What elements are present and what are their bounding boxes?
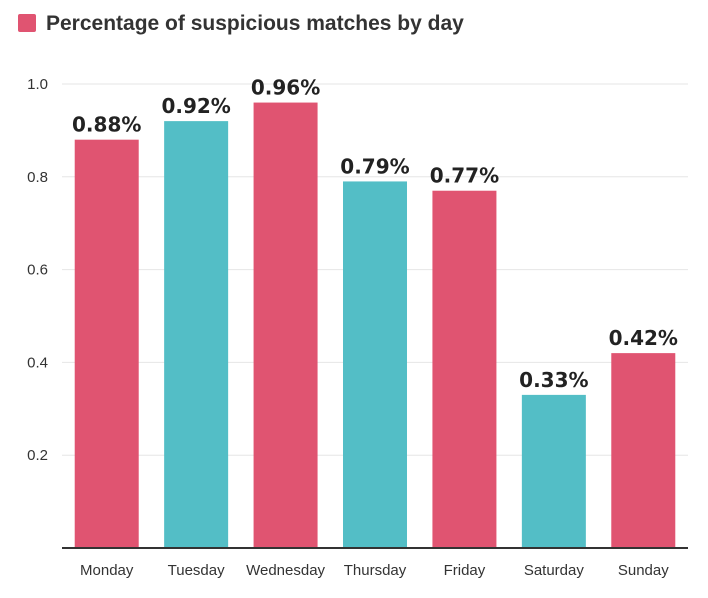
data-label: 0.42% bbox=[609, 326, 678, 350]
y-tick-label: 0.2 bbox=[27, 447, 48, 464]
data-label: 0.79% bbox=[340, 154, 409, 178]
x-tick-label: Tuesday bbox=[168, 562, 225, 579]
data-labels: 0.88% 0.92% 0.96% 0.79% 0.77% 0.33% 0.42% bbox=[72, 76, 678, 392]
x-axis-ticks: Monday Tuesday Wednesday Thursday Friday Satu… bbox=[80, 562, 669, 579]
data-label: 0.77% bbox=[430, 164, 499, 188]
bar-friday bbox=[432, 190, 497, 548]
x-tick-label: Friday bbox=[444, 562, 486, 579]
bar-saturday bbox=[521, 394, 586, 548]
legend-swatch bbox=[18, 14, 36, 32]
legend: Percentage of suspicious matches by day bbox=[18, 12, 464, 35]
bars bbox=[74, 102, 676, 549]
data-label: 0.96% bbox=[251, 76, 320, 100]
y-tick-label: 0.4 bbox=[27, 354, 48, 371]
y-axis-ticks: 0.2 0.4 0.6 0.8 1.0 bbox=[27, 76, 48, 464]
bar-tuesday bbox=[164, 121, 229, 549]
y-tick-label: 0.6 bbox=[27, 262, 48, 279]
x-tick-label: Thursday bbox=[344, 562, 407, 579]
y-tick-label: 0.8 bbox=[27, 169, 48, 186]
x-tick-label: Saturday bbox=[524, 562, 585, 579]
chart-title: Percentage of suspicious matches by day bbox=[46, 12, 464, 35]
bar-wednesday bbox=[253, 102, 318, 548]
bar-thursday bbox=[343, 181, 407, 548]
bar-monday bbox=[74, 139, 139, 548]
y-tick-label: 1.0 bbox=[27, 76, 48, 93]
x-tick-label: Monday bbox=[80, 562, 134, 579]
data-label: 0.33% bbox=[519, 368, 588, 392]
bar-sunday bbox=[611, 353, 676, 548]
data-label: 0.92% bbox=[161, 94, 230, 118]
data-label: 0.88% bbox=[72, 113, 141, 137]
x-tick-label: Wednesday bbox=[246, 562, 325, 579]
x-tick-label: Sunday bbox=[618, 562, 669, 579]
